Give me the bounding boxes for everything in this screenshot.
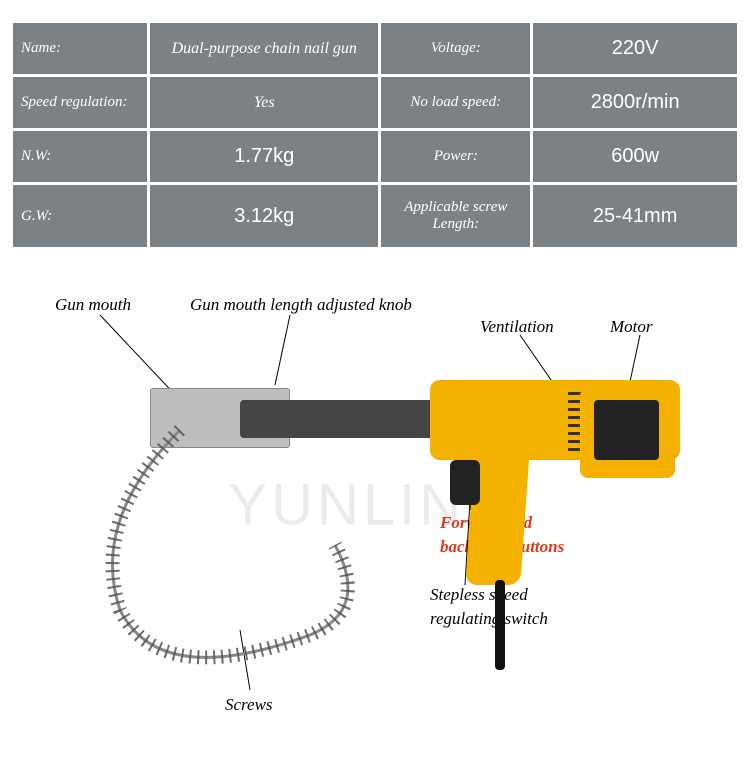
cord-part: [495, 580, 505, 670]
value-noload: 2800r/min: [533, 77, 737, 128]
trigger-part: [450, 460, 480, 505]
table-row: Speed regulation: Yes No load speed: 280…: [13, 77, 737, 128]
value-voltage: 220V: [533, 23, 737, 74]
value-power: 600w: [533, 131, 737, 182]
table-row: N.W: 1.77kg Power: 600w: [13, 131, 737, 182]
value-screw-len: 25-41mm: [533, 185, 737, 247]
label-speed-reg: Speed regulation:: [13, 77, 147, 128]
table-row: Name: Dual-purpose chain nail gun Voltag…: [13, 23, 737, 74]
label-noload: No load speed:: [381, 77, 530, 128]
label-power: Power:: [381, 131, 530, 182]
value-gw: 3.12kg: [150, 185, 378, 247]
label-nw: N.W:: [13, 131, 147, 182]
product-illustration: [150, 370, 690, 670]
screw-chain: [80, 410, 430, 710]
spec-table: Name: Dual-purpose chain nail gun Voltag…: [10, 20, 740, 250]
label-voltage: Voltage:: [381, 23, 530, 74]
value-nw: 1.77kg: [150, 131, 378, 182]
value-speed-reg: Yes: [150, 77, 378, 128]
table-row: G.W: 3.12kg Applicable screw Length: 25-…: [13, 185, 737, 247]
value-name: Dual-purpose chain nail gun: [150, 23, 378, 74]
label-name: Name:: [13, 23, 147, 74]
product-diagram: YUNLINLI Gun mouth Gun mouth length adju…: [0, 275, 750, 735]
label-screw-len: Applicable screw Length:: [381, 185, 530, 247]
label-gw: G.W:: [13, 185, 147, 247]
badge-part: [594, 400, 659, 460]
